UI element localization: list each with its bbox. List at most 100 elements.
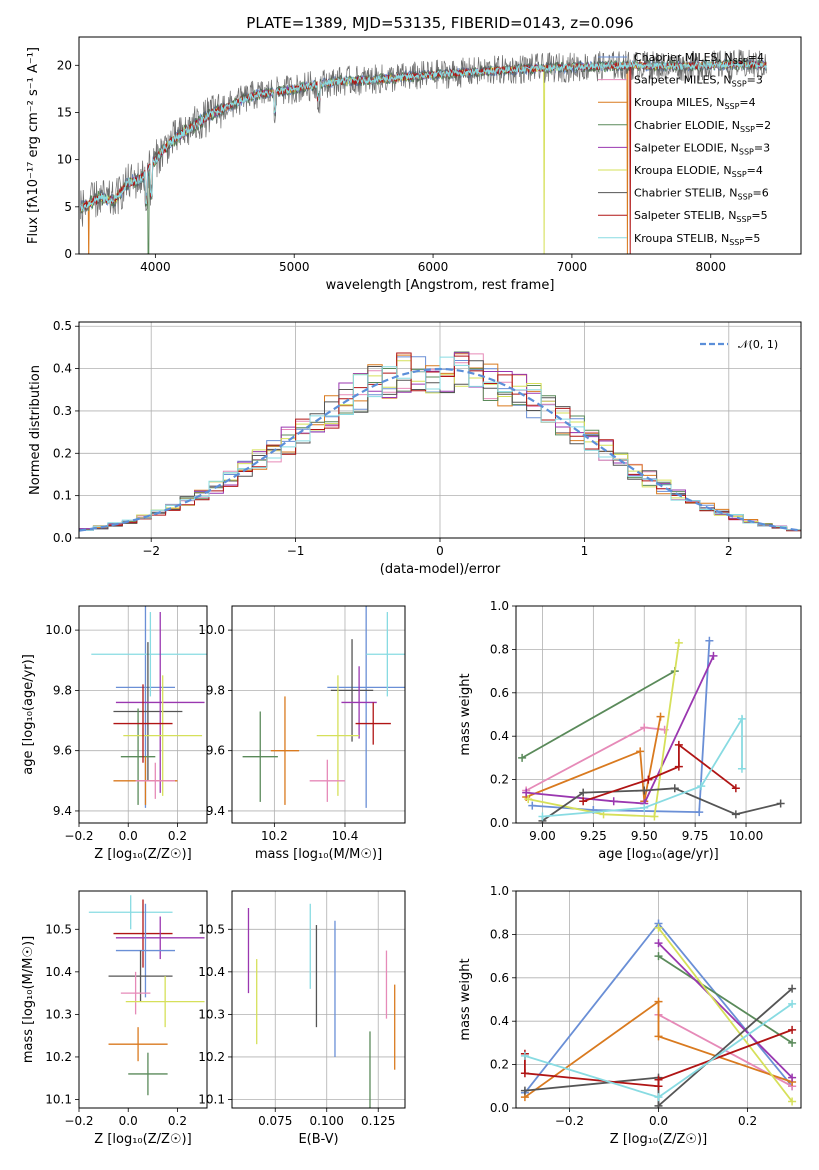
errorbar-chabrier_elodie (120, 708, 156, 805)
weight-marker-salpeter_stelib (579, 797, 588, 806)
axes-mass_vs_ebv: 0.075 0.100 0.125 10.1 10.2 10.3 10.4 10.5 E(B-V… (198, 890, 406, 1147)
weight-marker-salpeter_stelib (520, 1069, 529, 1078)
weight-line-salpeter_stelib (582, 743, 737, 803)
legend-label-chabrier_elodie: Chabrier ELODIE, NSSP=2 (634, 119, 771, 134)
y-tick-label: 10.4 (45, 965, 72, 979)
weight-line-chabrier_elodie (521, 670, 676, 759)
errorbar-salpeter_elodie (115, 612, 205, 793)
x-tick-label: 0.0 (119, 829, 138, 843)
weight-series-kroupa_elodie (654, 923, 797, 1106)
weight-series-salpeter_miles (522, 723, 669, 795)
x-tick-label: 10.4 (332, 829, 359, 843)
weight-marker-kroupa_elodie (788, 1097, 797, 1106)
legend-label-salpeter_stelib: Salpeter STELIB, NSSP=5 (634, 209, 768, 224)
weight-marker-kroupa_stelib (640, 803, 649, 812)
weight-line-chabrier_miles (532, 640, 711, 814)
legend-spectrum: Chabrier MILES, NSSP=4 Salpeter MILES, NS… (598, 51, 771, 247)
y-tick-label: 10.0 (198, 623, 225, 637)
axes-frame (231, 890, 406, 1109)
weight-marker-chabrier_stelib (776, 799, 785, 808)
legend-label-kroupa_elodie: Kroupa ELODIE, NSSP=4 (634, 164, 763, 179)
x-tick-label: 0.0 (119, 1114, 138, 1128)
x-tick-label: 9.25 (580, 829, 607, 843)
y-tick-label: 10.1 (45, 1092, 72, 1106)
y-tick-label: 10.5 (198, 922, 225, 936)
x-axis-label: wavelength [Angstrom, rest frame] (326, 278, 555, 293)
y-tick-label: 0.4 (490, 1014, 509, 1028)
weight-marker-kroupa_elodie (654, 923, 663, 932)
weight-marker-kroupa_elodie (524, 795, 533, 804)
weight-marker-salpeter_stelib (788, 1025, 797, 1034)
weight-marker-kroupa_elodie (650, 812, 659, 821)
y-tick-label: 5 (64, 200, 72, 214)
y-tick-label: 0.3 (53, 404, 72, 418)
errorbar-salpeter_elodie (115, 916, 205, 960)
weight-marker-kroupa_stelib (697, 782, 706, 791)
weight-series-chabrier_stelib (538, 784, 785, 823)
weight-marker-salpeter_stelib (731, 784, 740, 793)
x-axis-label: (data-model)/error (380, 562, 501, 577)
axes-frame (515, 605, 802, 824)
x-tick-label: 0.2 (738, 1114, 757, 1128)
axes-weight_vs_age: 9.00 9.25 9.50 9.75 10.00 0.0 0.2 0.4 0.6 0.8 1.0 a… (458, 599, 802, 862)
y-tick-label: 0.6 (490, 971, 509, 985)
errorbar-kroupa_elodie (125, 976, 205, 1028)
errorbar-salpeter_miles (135, 762, 175, 799)
errorbar-kroupa_stelib (88, 895, 173, 930)
weight-marker-salpeter_stelib (674, 740, 683, 749)
axes-weight_vs_Z: −0.2 0.0 0.2 0.0 0.2 0.4 0.6 0.8 1.0 Z [log₁₀(Z/Z… (458, 884, 802, 1147)
y-axis-label: mass [log₁₀(M/M☉)] (21, 936, 36, 1063)
weight-marker-salpeter_elodie (609, 797, 618, 806)
y-tick-label: 9.4 (206, 804, 225, 818)
y-tick-label: 0.0 (53, 531, 72, 545)
weight-marker-kroupa_stelib (538, 812, 547, 821)
errorbar-salpeter_stelib (113, 684, 173, 763)
weight-marker-chabrier_elodie (788, 1038, 797, 1047)
legend-label-salpeter_elodie: Salpeter ELODIE, NSSP=3 (634, 141, 770, 156)
x-tick-label: −0.2 (64, 1114, 93, 1128)
weight-marker-salpeter_stelib (644, 775, 653, 784)
y-tick-label: 10.0 (45, 623, 72, 637)
x-axis-label: Z [log₁₀(Z/Z☉)] (610, 1132, 707, 1147)
axes-frame (515, 890, 802, 1109)
x-tick-label: 0.100 (310, 1114, 344, 1128)
weight-line-kroupa_miles (525, 716, 662, 802)
weight-series-chabrier_elodie (654, 952, 797, 1047)
errorbar-chabrier_miles (327, 606, 405, 808)
x-tick-label: 0 (436, 544, 444, 558)
weight-marker-salpeter_elodie (788, 1073, 797, 1082)
weight-marker-kroupa_miles (636, 747, 645, 756)
errorbar-kroupa_stelib (366, 612, 405, 697)
errorbar-kroupa_elodie (123, 675, 203, 796)
x-axis-label: E(B-V) (298, 1132, 338, 1147)
axes-mass_vs_Z: −0.2 0.0 0.2 10.1 10.2 10.3 10.4 10.5 Z [log₁₀(Z… (21, 890, 208, 1147)
y-tick-label: 10.2 (45, 1050, 72, 1064)
weight-marker-kroupa_stelib (788, 999, 797, 1008)
y-axis-label: Flux [fλ10⁻¹⁷ erg cm⁻² s⁻¹ A⁻¹] (26, 47, 41, 244)
axes-age_vs_Z: −0.2 0.0 0.2 9.4 9.6 9.8 10.0 Z [log₁₀(Z/Z☉)] ag… (21, 605, 208, 862)
y-tick-label: 0.0 (490, 1101, 509, 1115)
plot-area-spectrum (79, 49, 767, 254)
y-tick-label: 0.2 (490, 773, 509, 787)
weight-marker-chabrier_stelib (670, 784, 679, 793)
errorbar-chabrier_miles (115, 903, 175, 998)
errorbar-chabrier_elodie (128, 1052, 168, 1096)
weight-line-chabrier_stelib (524, 987, 793, 1108)
plot-area-weight_vs_Z (520, 919, 797, 1108)
axes-frame (78, 36, 802, 255)
weight-marker-chabrier_stelib (579, 788, 588, 797)
plot-area-weight_vs_age (518, 636, 785, 823)
y-tick-label: 10.5 (45, 922, 72, 936)
x-axis-label: Z [log₁₀(Z/Z☉)] (94, 1132, 191, 1147)
x-tick-label: 4000 (140, 260, 171, 274)
axes-frame (78, 890, 208, 1109)
weight-line-kroupa_elodie (657, 927, 793, 1103)
x-axis-label: mass [log₁₀(M/M☉)] (255, 847, 382, 862)
errorbar-kroupa_miles (108, 1027, 168, 1062)
weight-marker-salpeter_stelib (674, 762, 683, 771)
x-tick-label: 9.75 (682, 829, 709, 843)
errorbar-salpeter_stelib (113, 899, 173, 968)
x-tick-label: −2 (142, 544, 160, 558)
y-tick-label: 9.8 (53, 683, 72, 697)
x-tick-label: 0.2 (168, 1114, 187, 1128)
